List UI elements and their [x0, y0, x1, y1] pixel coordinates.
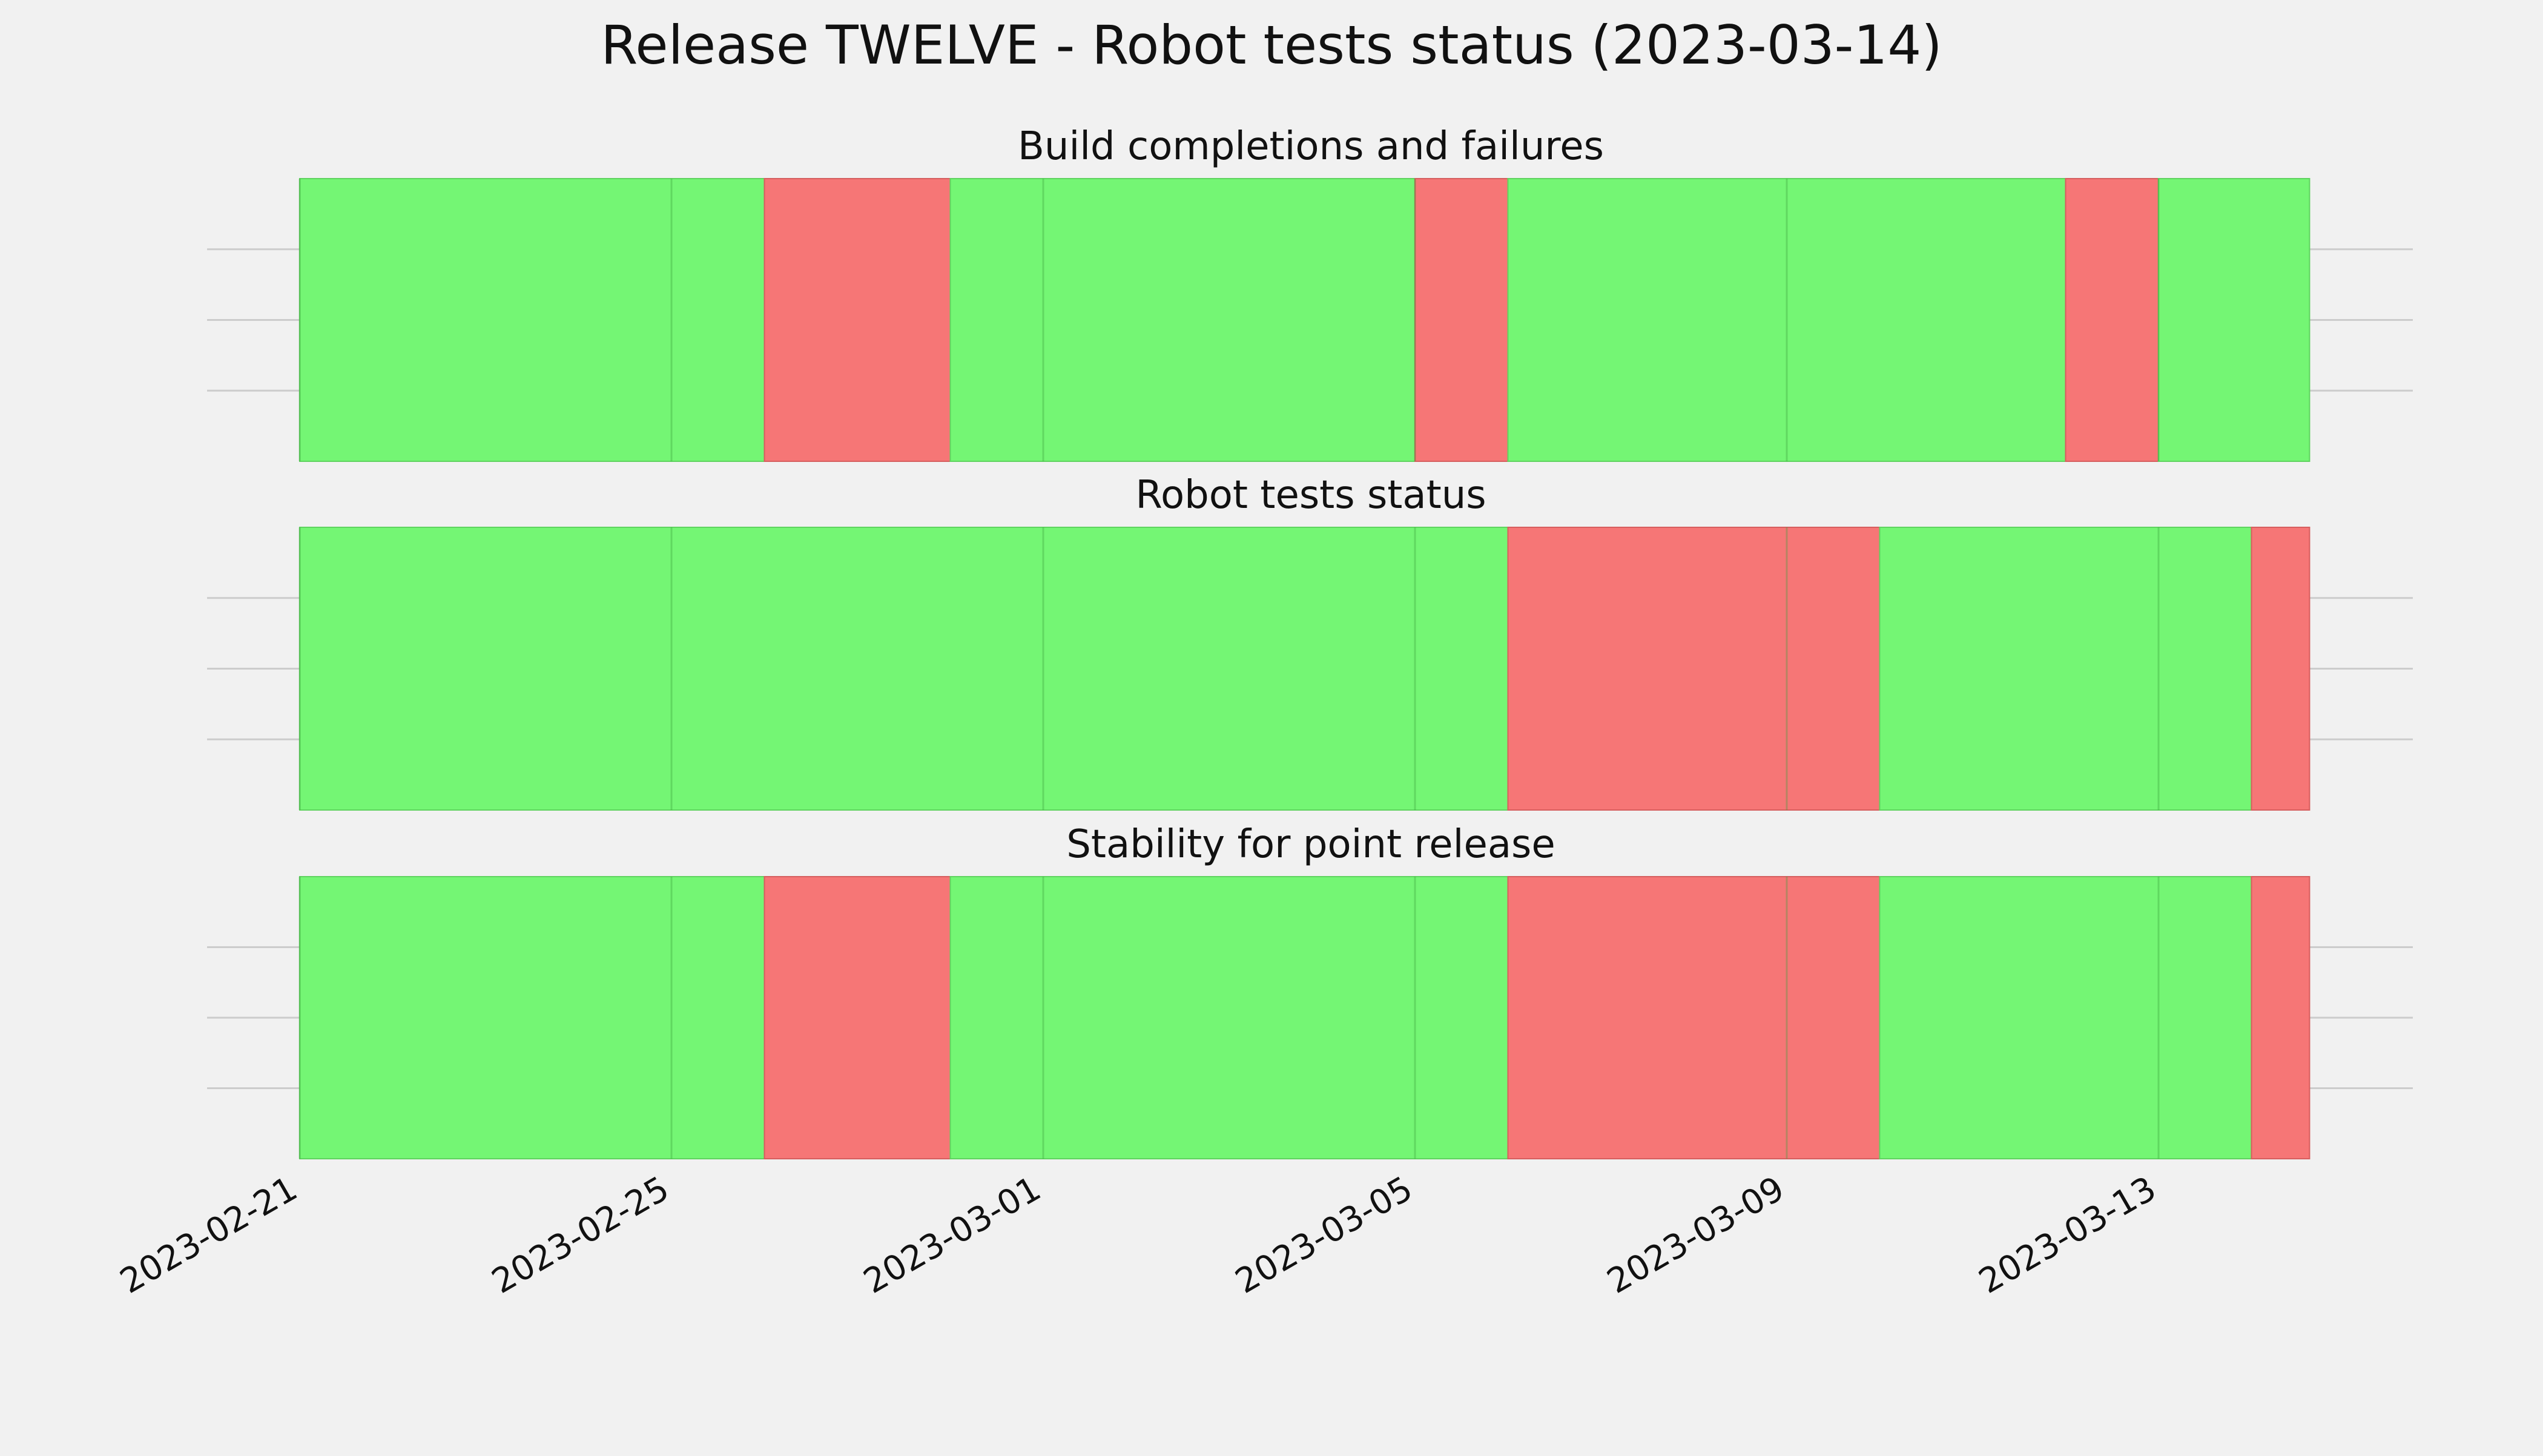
status-segment-pass — [299, 527, 1509, 811]
panel-title: Build completions and failures — [1018, 124, 1604, 169]
status-segment-pass — [949, 876, 1509, 1159]
status-segment-fail — [1507, 876, 1881, 1159]
panel-3: Stability for point release — [207, 822, 2413, 1159]
status-segment-fail — [2065, 178, 2159, 462]
status-segment-fail — [764, 178, 951, 462]
panel-title: Robot tests status — [1135, 473, 1486, 518]
status-segment-pass — [299, 876, 765, 1159]
status-segment-fail — [2251, 876, 2310, 1159]
status-segment-fail — [764, 876, 951, 1159]
panels-layer: Build completions and failures Robot test… — [207, 124, 2413, 1159]
panel-1: Build completions and failures — [207, 124, 2413, 462]
status-segment-pass — [2158, 178, 2310, 462]
panel-2: Robot tests status — [207, 473, 2413, 811]
status-segment-pass — [299, 178, 765, 462]
status-segment-fail — [2251, 527, 2310, 811]
status-segment-pass — [1507, 178, 2066, 462]
panel-title: Stability for point release — [1066, 822, 1555, 867]
status-segment-pass — [949, 178, 1416, 462]
status-segment-fail — [1414, 178, 1509, 462]
status-segment-fail — [1507, 527, 1881, 811]
status-segment-pass — [1879, 527, 2252, 811]
chart-title: Release TWELVE - Robot tests status (202… — [601, 14, 1942, 76]
status-segment-pass — [1879, 876, 2252, 1159]
